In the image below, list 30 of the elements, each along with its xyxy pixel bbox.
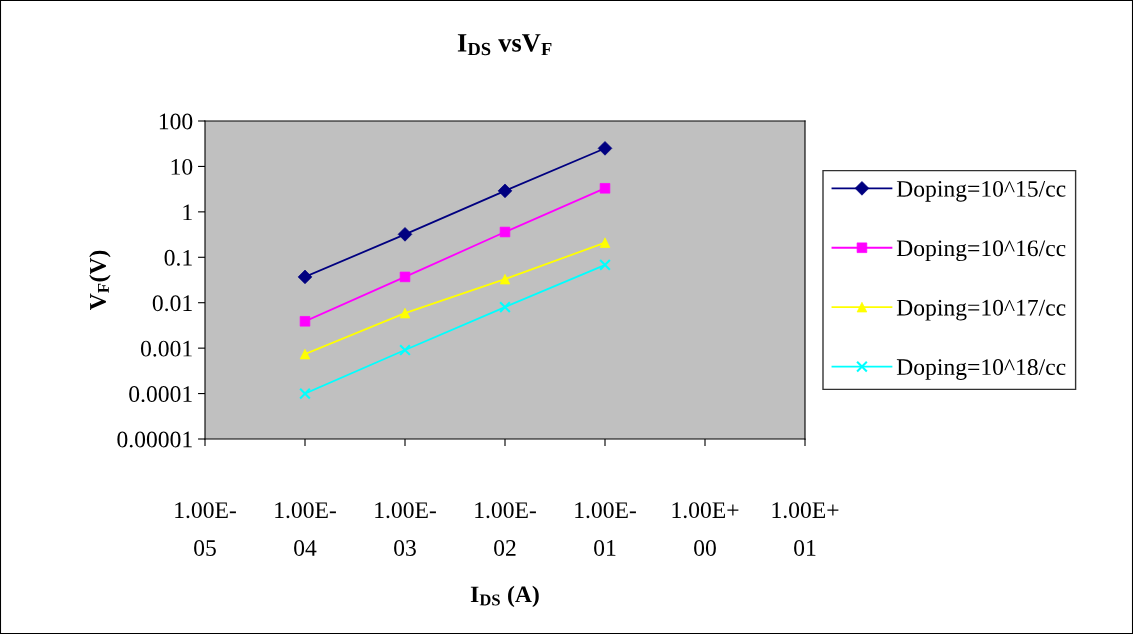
point bbox=[599, 183, 611, 194]
x-tick-label: 1.00E- 05 bbox=[175, 502, 236, 556]
x-axis-title: I$_{DS}$ (A) bbox=[470, 585, 539, 608]
legend-label: Doping=10^18/cc bbox=[896, 359, 1066, 380]
chart-title: I$_{DS}$ vsV$_{F}$ bbox=[457, 34, 552, 56]
x-tick-label: 1.00E- 02 bbox=[475, 502, 536, 556]
y-tick-label: 0.001 bbox=[140, 340, 192, 357]
legend-label: Doping=10^17/cc bbox=[896, 299, 1066, 321]
y-tick-label: 1 bbox=[183, 204, 192, 221]
point bbox=[399, 344, 411, 356]
y-tick-label: 10 bbox=[171, 158, 193, 175]
y-tick-label: 0.1 bbox=[164, 249, 192, 266]
y-tick-label: 0.0001 bbox=[129, 386, 192, 403]
x-tick-label: 1.00E+ 00 bbox=[672, 502, 739, 556]
point bbox=[599, 258, 611, 271]
y-tick-label: 100 bbox=[159, 113, 193, 130]
legend-label: Doping=10^15/cc bbox=[896, 180, 1066, 202]
point bbox=[597, 141, 613, 156]
x-tick-label: 1.00E- 03 bbox=[375, 502, 436, 556]
legend-label: Doping=10^16/cc bbox=[896, 240, 1066, 262]
point bbox=[397, 227, 413, 242]
y-axis-title: V$_{F}$(V) bbox=[89, 250, 111, 311]
y-tick-label: 0.01 bbox=[152, 295, 192, 312]
x-tick-label: 1.00E- 01 bbox=[575, 502, 636, 556]
y-tick-label: 0.00001 bbox=[117, 431, 192, 448]
point bbox=[399, 271, 411, 283]
x-tick-label: 1.00E+ 01 bbox=[772, 502, 839, 556]
point bbox=[499, 301, 511, 314]
point bbox=[299, 387, 311, 400]
x-tick-label: 1.00E- 04 bbox=[275, 502, 336, 556]
